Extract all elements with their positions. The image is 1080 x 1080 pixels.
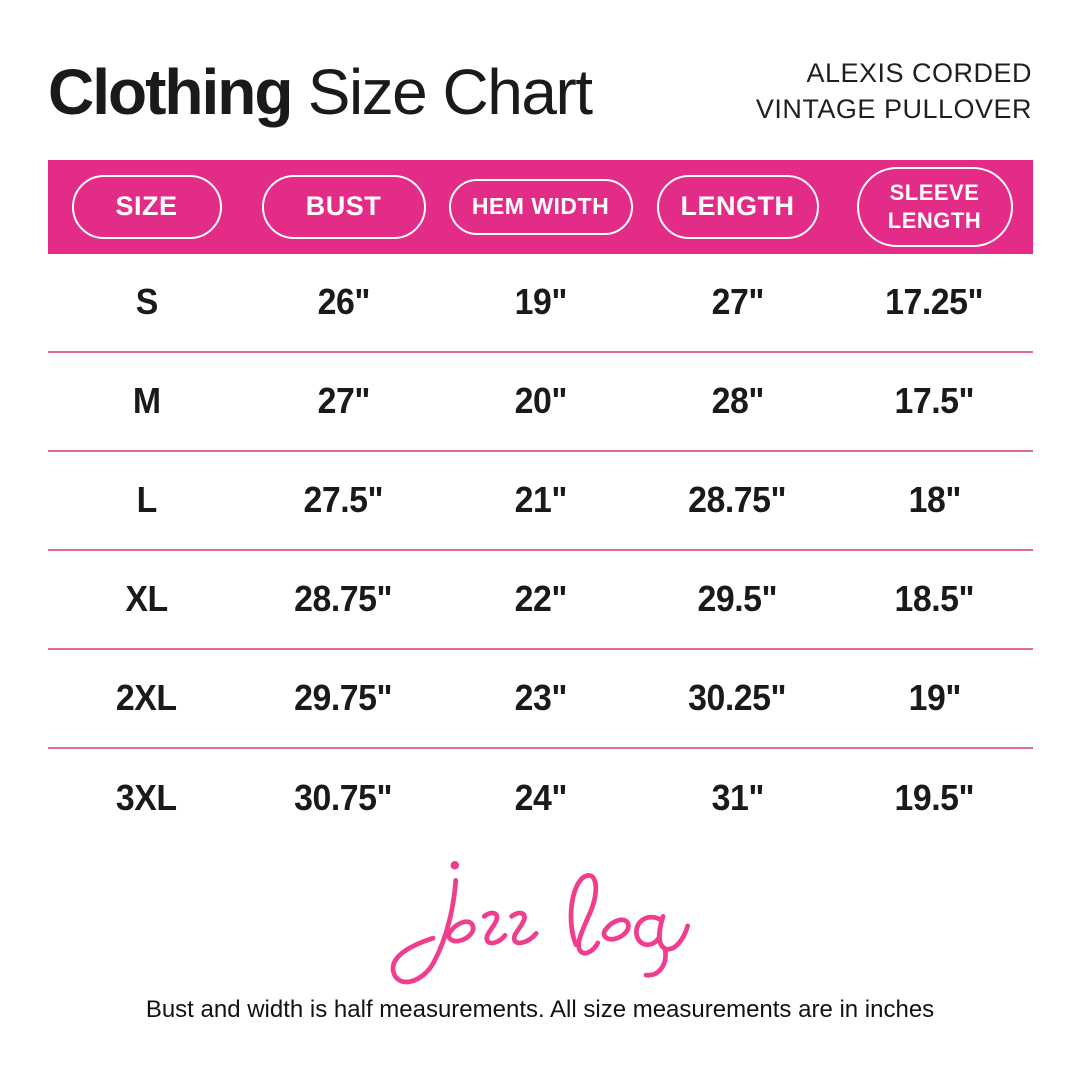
header-cell-sleeve-length: SLEEVE LENGTH — [856, 166, 1013, 247]
table-row-l: L 27.5" 21" 28.75" 18" — [48, 452, 1033, 551]
column-pill-size: SIZE — [71, 174, 222, 239]
cell-length: 31" — [711, 777, 764, 819]
cell-length: 27" — [711, 281, 764, 323]
cell-bust: 29.75" — [294, 677, 393, 719]
column-pill-length: LENGTH — [656, 174, 819, 239]
cell-hem-width: 24" — [514, 777, 567, 819]
column-pill-bust: BUST — [261, 174, 426, 239]
cell-sleeve-length: 18" — [908, 479, 961, 521]
cell-size: S — [135, 281, 158, 323]
cell-bust: 30.75" — [294, 777, 393, 819]
cell-length: 28" — [711, 380, 764, 422]
size-table: SIZE BUST HEM WIDTH LENGTH SLEEVE LENGTH… — [48, 159, 1033, 848]
cell-sleeve-length: 18.5" — [894, 578, 975, 620]
page-title: Clothing Size Chart — [48, 60, 593, 124]
header: Clothing Size Chart ALEXIS CORDED VINTAG… — [0, 0, 1080, 128]
cell-length: 30.25" — [688, 677, 787, 719]
brand-signature-icon — [390, 860, 691, 985]
cell-size: 2XL — [116, 677, 177, 719]
column-pill-sleeve-length: SLEEVE LENGTH — [856, 166, 1013, 247]
cell-sleeve-length: 17.25" — [885, 281, 984, 323]
cell-hem-width: 23" — [514, 677, 567, 719]
header-cell-length: LENGTH — [656, 174, 819, 239]
table-row-3xl: 3XL 30.75" 24" 31" 19.5" — [48, 749, 1033, 848]
product-name-line1: ALEXIS CORDED — [806, 58, 1032, 88]
header-cell-size: SIZE — [71, 174, 222, 239]
cell-hem-width: 19" — [514, 281, 567, 323]
brand-signature: jess lea — [0, 852, 1080, 994]
title-words-size-chart: Size Chart — [291, 55, 593, 128]
cell-hem-width: 22" — [514, 578, 567, 620]
table-row-xl: XL 28.75" 22" 29.5" 18.5" — [48, 551, 1033, 650]
table-header-row: SIZE BUST HEM WIDTH LENGTH SLEEVE LENGTH — [48, 159, 1033, 254]
title-word-clothing: Clothing — [48, 55, 293, 128]
product-name: ALEXIS CORDED VINTAGE PULLOVER — [756, 56, 1032, 128]
cell-length: 29.5" — [697, 578, 778, 620]
table-row-s: S 26" 19" 27" 17.25" — [48, 254, 1033, 353]
cell-bust: 27" — [317, 380, 370, 422]
cell-size: XL — [125, 578, 168, 620]
cell-bust: 27.5" — [303, 479, 384, 521]
cell-hem-width: 21" — [514, 479, 567, 521]
cell-bust: 26" — [317, 281, 370, 323]
cell-size: L — [136, 479, 157, 521]
cell-size: 3XL — [116, 777, 177, 819]
cell-sleeve-length: 19" — [908, 677, 961, 719]
header-cell-bust: BUST — [261, 174, 426, 239]
footnote: Bust and width is half measurements. All… — [145, 995, 935, 1023]
cell-hem-width: 20" — [514, 380, 567, 422]
column-pill-hem-width: HEM WIDTH — [448, 178, 633, 235]
cell-bust: 28.75" — [294, 578, 393, 620]
table-row-2xl: 2XL 29.75" 23" 30.25" 19" — [48, 650, 1033, 749]
product-name-line2: VINTAGE PULLOVER — [755, 93, 1032, 124]
cell-sleeve-length: 19.5" — [894, 777, 975, 819]
cell-sleeve-length: 17.5" — [894, 380, 975, 422]
cell-length: 28.75" — [688, 479, 787, 521]
header-cell-hem-width: HEM WIDTH — [448, 178, 633, 235]
table-row-m: M 27" 20" 28" 17.5" — [48, 353, 1033, 452]
cell-size: M — [132, 380, 161, 422]
